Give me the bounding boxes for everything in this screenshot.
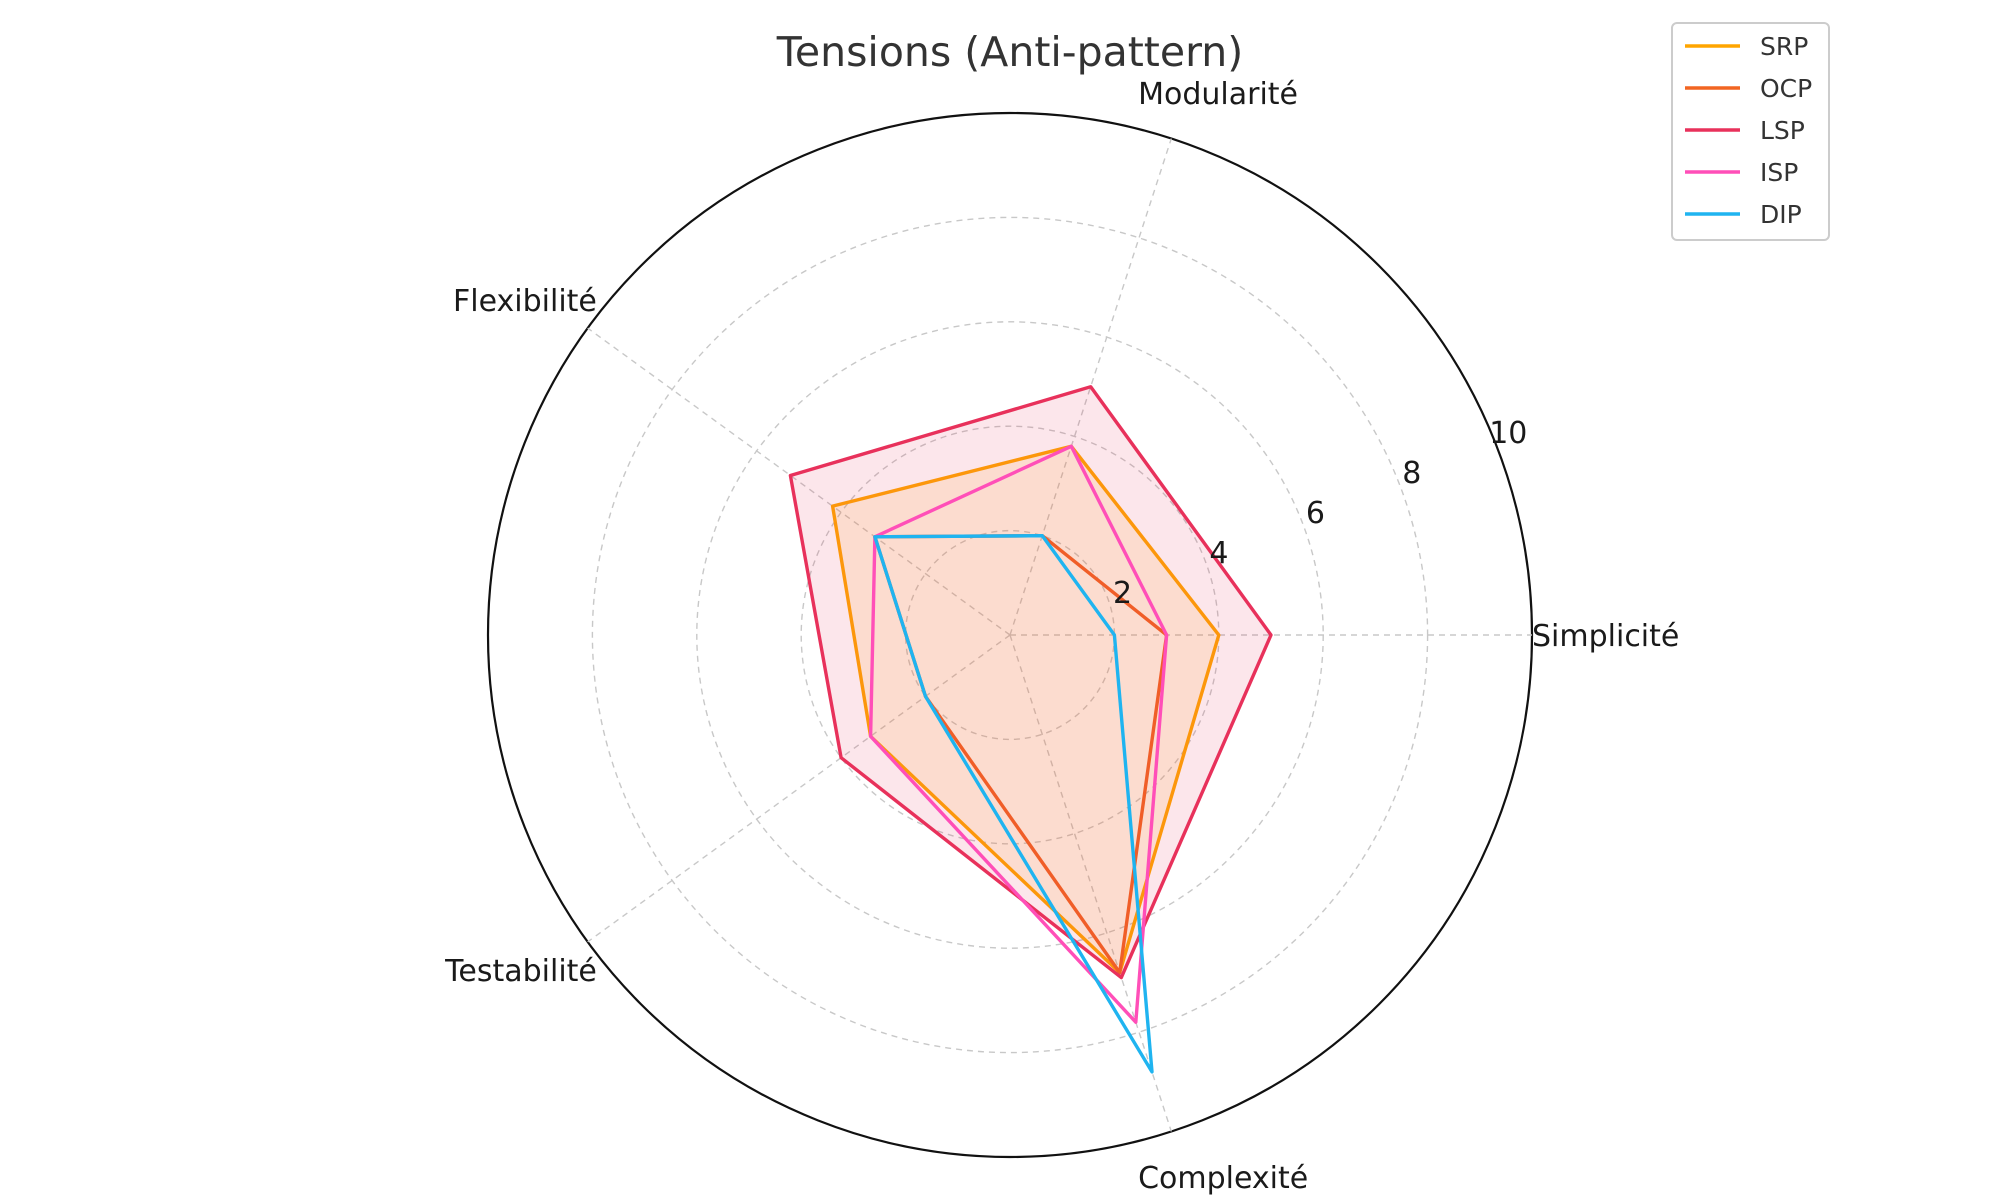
r-tick-label-2: 2: [1113, 576, 1132, 611]
legend-label-lsp: LSP: [1760, 116, 1805, 145]
legend-label-ocp: OCP: [1760, 74, 1812, 103]
grid-layer: [486, 111, 1534, 1159]
axis-label-0: Simplicité: [1532, 619, 1679, 654]
label-layer: Simplicité Modularité Flexibilité Testabili…: [444, 77, 1679, 1196]
r-tick-label-8: 8: [1402, 456, 1421, 491]
axis-label-2: Flexibilité: [453, 284, 597, 319]
grid-circle-8: [591, 216, 1429, 1054]
legend-label-isp: ISP: [1760, 158, 1798, 187]
series-layer: [788, 385, 1273, 1074]
legend-label-srp: SRP: [1760, 32, 1808, 61]
series-lsp-polygon: [788, 385, 1273, 980]
series-dip-polygon: [873, 534, 1154, 1074]
series-srp-polygon: [830, 444, 1221, 975]
axis-label-1: Modularité: [1138, 77, 1298, 112]
legend-items: SRP OCP LSP ISP DIP: [1685, 32, 1812, 229]
legend-label-dip: DIP: [1760, 200, 1802, 229]
r-tick-label-4: 4: [1209, 536, 1228, 571]
axis-label-3: Testabilité: [444, 954, 597, 989]
r-tick-label-10: 10: [1489, 416, 1527, 451]
chart-title: Tensions (Anti-pattern): [776, 28, 1243, 76]
axis-spoke: [1009, 634, 1172, 1132]
legend: SRP OCP LSP ISP DIP: [1671, 22, 1830, 241]
axis-label-4: Complexité: [1138, 1161, 1308, 1196]
legend-frame: [1671, 22, 1830, 241]
r-tick-label-6: 6: [1306, 496, 1325, 531]
